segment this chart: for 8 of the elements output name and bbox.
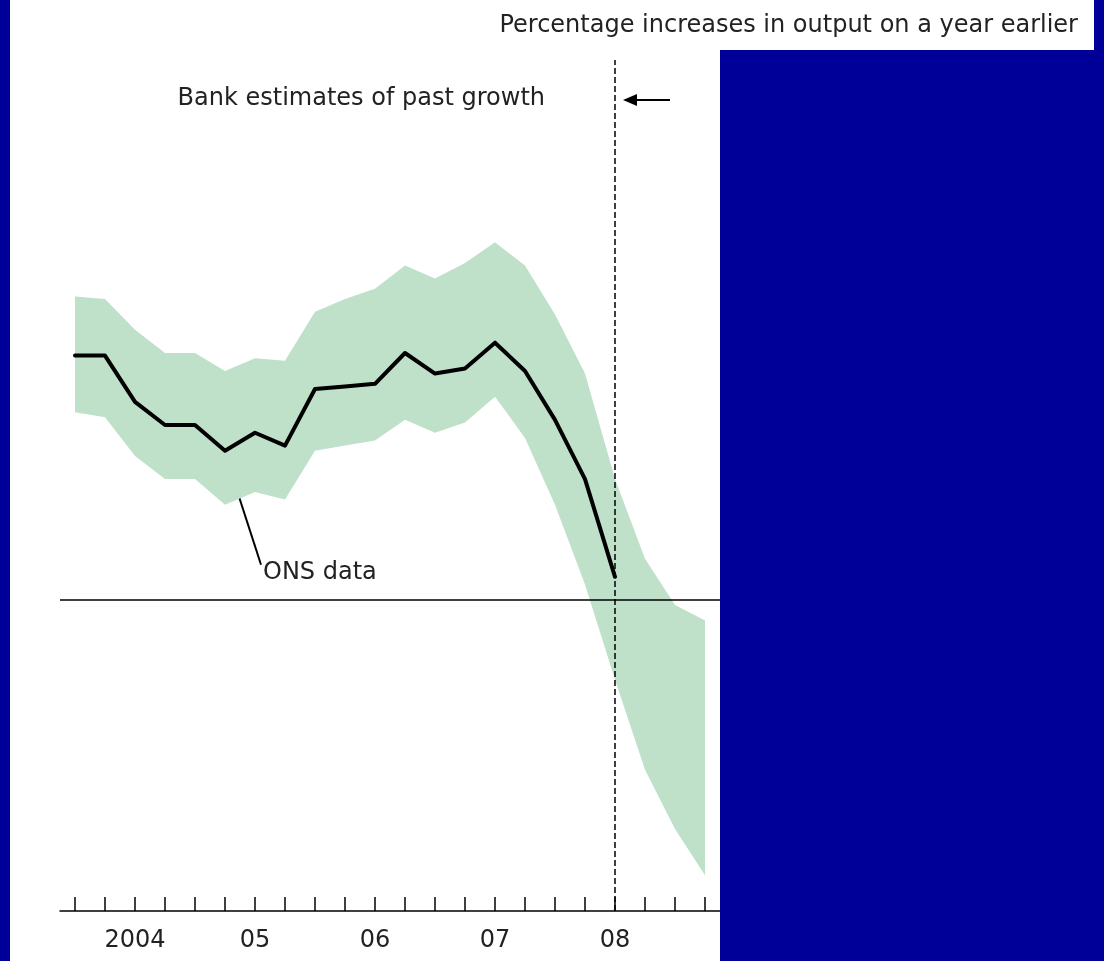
annotation: ONS data <box>263 556 377 585</box>
text: Bank estimates of past growth <box>177 83 545 111</box>
text: Percentage increases in output on a year earlier <box>499 10 1078 38</box>
x-tick-label: 05 <box>239 925 271 953</box>
x-tick-label: 08 <box>599 925 631 953</box>
x-tick-label: 2004 <box>104 925 166 953</box>
x-tick-label: 07 <box>479 925 511 953</box>
x-tick-label: 06 <box>359 925 391 953</box>
